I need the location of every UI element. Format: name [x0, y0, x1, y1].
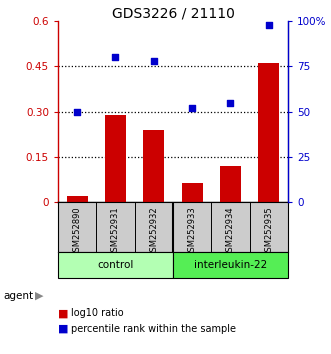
Text: ■: ■: [58, 324, 69, 333]
Text: GSM252931: GSM252931: [111, 206, 120, 257]
Point: [189, 105, 195, 111]
Text: GSM252933: GSM252933: [188, 206, 197, 257]
Text: log10 ratio: log10 ratio: [71, 308, 124, 318]
Text: percentile rank within the sample: percentile rank within the sample: [71, 324, 236, 333]
Text: interleukin-22: interleukin-22: [194, 260, 267, 270]
Bar: [58, 252, 173, 278]
Bar: [258, 63, 279, 202]
Text: ▶: ▶: [35, 291, 43, 301]
Text: GSM252935: GSM252935: [264, 206, 273, 257]
Text: agent: agent: [3, 291, 33, 301]
Bar: [182, 183, 203, 202]
Text: ■: ■: [58, 308, 69, 318]
Bar: [105, 115, 126, 202]
Point: [266, 22, 271, 28]
Text: GSM252932: GSM252932: [149, 206, 158, 257]
Text: GSM252934: GSM252934: [226, 206, 235, 257]
Bar: [143, 130, 164, 202]
Text: control: control: [97, 260, 134, 270]
Bar: [220, 166, 241, 202]
Point: [113, 55, 118, 60]
Text: GSM252890: GSM252890: [72, 206, 82, 257]
Title: GDS3226 / 21110: GDS3226 / 21110: [112, 6, 234, 20]
Point: [228, 100, 233, 105]
Bar: [173, 252, 288, 278]
Point: [151, 58, 157, 64]
Bar: [67, 196, 88, 202]
Point: [74, 109, 80, 115]
